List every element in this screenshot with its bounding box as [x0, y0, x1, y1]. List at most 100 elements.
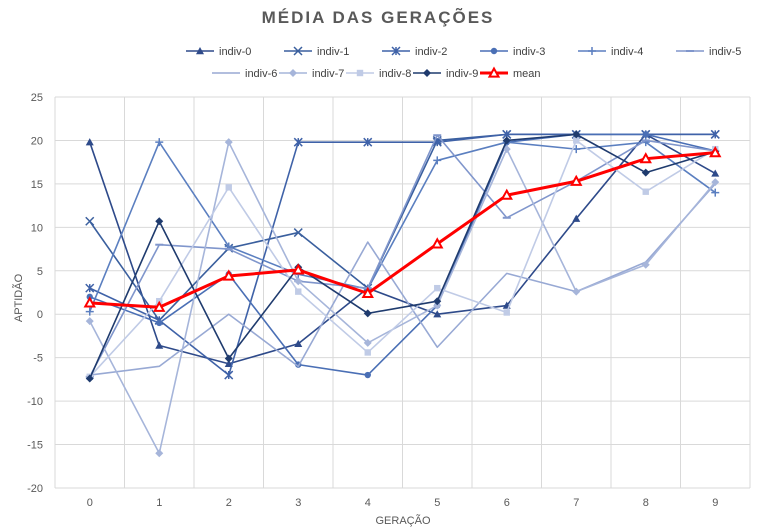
legend-marker [356, 69, 364, 77]
legend: indiv-0 indiv-1 indiv-2 indiv-3 indiv-4 indiv… [186, 46, 741, 80]
data-point [85, 216, 95, 226]
data-point [361, 286, 374, 298]
data-point [85, 283, 95, 293]
legend-label: indiv-0 [219, 46, 251, 58]
legend-label: mean [513, 68, 541, 80]
data-point [155, 217, 164, 226]
data-point [434, 284, 441, 292]
y-tick-label: -20 [27, 483, 43, 495]
data-point [363, 137, 373, 147]
data-point [500, 188, 513, 200]
data-point [224, 138, 233, 147]
y-tick-label: 0 [37, 309, 43, 321]
data-point [294, 277, 303, 286]
legend-item: indiv-6 [212, 68, 277, 80]
legend-item: indiv-0 [186, 46, 251, 58]
legend-label: indiv-9 [446, 68, 478, 80]
x-tick-label: 2 [226, 497, 232, 509]
data-point [364, 349, 371, 356]
series-line [89, 151, 716, 309]
data-point [570, 174, 583, 186]
legend-label: indiv-4 [611, 46, 643, 58]
legend-label: indiv-8 [379, 68, 411, 80]
data-point [153, 300, 166, 312]
legend-marker [196, 47, 204, 55]
legend-item: indiv-2 [382, 46, 447, 58]
chart-title: MÉDIA DAS GERAÇÕES [262, 7, 495, 27]
data-point [85, 374, 94, 383]
data-point [224, 354, 233, 363]
y-axis-label: APTIDÃO [12, 273, 25, 322]
data-point [155, 449, 164, 458]
x-axis-ticks: 0 1 2 3 4 5 6 7 8 9 [87, 497, 719, 509]
data-point [709, 146, 722, 158]
data-point [364, 371, 371, 379]
data-point [641, 168, 650, 177]
x-tick-label: 4 [365, 497, 371, 509]
data-point [83, 296, 96, 308]
series-line [89, 134, 716, 378]
y-tick-label: 10 [31, 222, 43, 234]
data-point [711, 178, 720, 187]
series-line [89, 141, 716, 455]
x-axis-label: GERAÇÃO [375, 514, 430, 527]
x-tick-label: 3 [295, 497, 301, 509]
data-point [363, 338, 372, 347]
data-point [292, 263, 305, 275]
data-point [224, 370, 234, 380]
data-point [222, 269, 235, 281]
data-point [85, 138, 94, 146]
data-point [225, 184, 232, 191]
legend-marker [391, 46, 401, 56]
legend-marker [293, 46, 303, 56]
legend-label: indiv-7 [312, 68, 344, 80]
legend-item: indiv-1 [284, 46, 349, 58]
x-tick-label: 8 [643, 497, 649, 509]
legend-marker [487, 66, 501, 78]
data-point [642, 188, 649, 195]
y-tick-label: 25 [31, 92, 43, 104]
data-point [85, 317, 94, 326]
x-tick-label: 0 [87, 497, 93, 509]
data-point [293, 137, 303, 147]
data-point [156, 319, 163, 327]
series-lines [83, 129, 722, 458]
series-indiv-6 [89, 183, 716, 376]
y-tick-label: 5 [37, 266, 43, 278]
series-line [89, 141, 716, 312]
data-point [431, 237, 444, 249]
legend-label: indiv-2 [415, 46, 447, 58]
data-point [572, 214, 581, 222]
x-tick-label: 5 [434, 497, 440, 509]
data-point [710, 129, 720, 139]
legend-item: indiv-3 [480, 46, 545, 58]
data-point [433, 297, 442, 306]
data-point [433, 156, 442, 165]
data-point [711, 169, 720, 177]
data-point [433, 301, 442, 310]
data-point [502, 136, 511, 145]
x-tick-label: 7 [573, 497, 579, 509]
data-point [294, 339, 303, 347]
legend-item: indiv-5 [676, 46, 741, 58]
legend-item: indiv-4 [578, 46, 643, 58]
legend-marker [289, 69, 297, 77]
series-line [89, 139, 716, 378]
data-point [363, 309, 372, 318]
series-line [89, 133, 716, 379]
legend-label: indiv-6 [245, 68, 277, 80]
data-point [503, 309, 510, 316]
data-point [155, 341, 164, 349]
legend-marker [490, 47, 498, 55]
series-line [88, 133, 716, 365]
legend-item: indiv-9 [413, 68, 478, 80]
series-mean [83, 146, 722, 312]
data-point [642, 131, 649, 138]
series-line [89, 183, 716, 376]
x-tick-label: 6 [504, 497, 510, 509]
legend-item: mean [480, 66, 541, 80]
data-point [572, 287, 581, 296]
data-point [573, 137, 580, 144]
